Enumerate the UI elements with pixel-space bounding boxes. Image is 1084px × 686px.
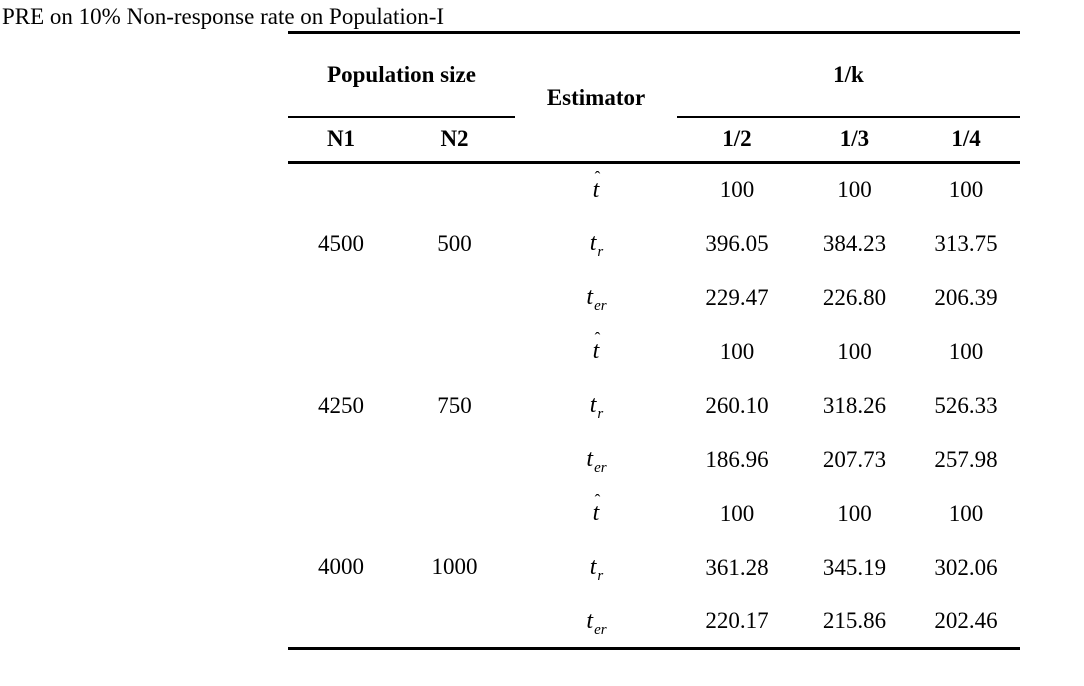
estimator-base: t — [592, 500, 600, 527]
estimator-base: t — [589, 392, 597, 419]
n2-value: 750 — [437, 392, 472, 418]
estimator-cell: t er — [515, 595, 677, 649]
value-cell: 215.86 — [822, 607, 887, 633]
estimator-cell: t er — [515, 271, 677, 325]
n2-value: 500 — [437, 231, 472, 257]
k-level-header: 1/2 — [677, 116, 797, 164]
value-cell: 226.80 — [822, 284, 887, 310]
k-level-header: 1/3 — [797, 116, 912, 164]
estimator-symbol: t er — [586, 284, 606, 314]
hat-accent: ˆ — [594, 168, 601, 188]
value-cell: 318.26 — [822, 392, 887, 418]
table-caption: PRE on 10% Non-response rate on Populati… — [2, 4, 445, 29]
value-cell: 345.19 — [822, 554, 887, 580]
estimator-base: t — [592, 177, 600, 204]
n1-value: 4250 — [318, 392, 364, 418]
value-cell: 100 — [719, 500, 755, 526]
n2-value: 1000 — [431, 553, 478, 579]
value-cell: 313.75 — [934, 230, 998, 256]
estimator-symbol: t er — [586, 607, 606, 638]
estimator-subscript: r — [597, 244, 604, 261]
estimator-base: t — [592, 338, 600, 365]
header-row-spanners: Population size Estimator 1/k — [288, 32, 1021, 164]
value-cell: 361.28 — [705, 554, 769, 580]
estimator-base: t — [586, 284, 594, 311]
k-level-header: 1/4 — [912, 116, 1021, 164]
value-cell: 207.73 — [822, 446, 887, 472]
n1-value: 4500 — [318, 231, 364, 257]
estimator-base: t — [586, 446, 594, 473]
value-cell: 100 — [837, 338, 872, 364]
value-cell: 206.39 — [934, 284, 998, 310]
n1-header: N1 — [288, 116, 394, 164]
hat-accent: ˆ — [594, 491, 601, 511]
value-cell: 100 — [948, 338, 984, 364]
n2-header: N2 — [394, 116, 515, 164]
value-cell: 100 — [719, 338, 755, 364]
value-cell: 257.98 — [934, 446, 998, 472]
value-cell: 202.46 — [934, 607, 998, 633]
value-cell: 100 — [719, 177, 755, 203]
header-row-sub: N1 N2 1/2 1/3 1/4 — [288, 116, 1021, 164]
estimator-cell: t er — [515, 433, 677, 487]
table-row: t er 186.96 207.73 257.98 — [288, 433, 1020, 487]
one-over-k-header: 1/k — [677, 32, 1021, 118]
value-cell: 526.33 — [934, 392, 998, 418]
value-cell: 384.23 — [822, 230, 887, 256]
n1-value: 4000 — [318, 553, 364, 579]
value-cell: 100 — [948, 500, 984, 526]
value-cell: 100 — [948, 177, 984, 203]
hat-accent: ˆ — [594, 329, 601, 349]
estimator-base: t — [586, 607, 594, 634]
estimator-subscript: r — [597, 406, 604, 423]
estimator-symbol: t er — [586, 446, 606, 476]
value-cell: 186.96 — [705, 446, 769, 472]
estimator-base: t — [589, 554, 597, 581]
population-size-header: Population size — [288, 32, 515, 118]
results-table: Population size Estimator 1/k N1 N2 1/2 … — [288, 31, 1021, 650]
value-cell: 229.47 — [705, 284, 769, 310]
value-cell: 260.10 — [705, 392, 769, 418]
estimator-subscript: er — [594, 621, 607, 638]
table-row: t er 229.47 226.80 206.39 — [288, 271, 1020, 325]
value-cell: 100 — [837, 500, 872, 526]
value-cell: 100 — [837, 177, 872, 203]
value-cell: 396.05 — [705, 230, 769, 256]
table-row: t er 220.17 215.86 202.46 — [288, 595, 1020, 649]
value-cell: 302.06 — [934, 554, 998, 580]
estimator-subscript: r — [597, 568, 604, 585]
estimator-subscript: er — [594, 460, 607, 477]
estimator-subscript: er — [594, 298, 607, 315]
estimator-header: Estimator — [515, 32, 677, 164]
estimator-base: t — [589, 230, 597, 257]
value-cell: 220.17 — [705, 607, 769, 633]
